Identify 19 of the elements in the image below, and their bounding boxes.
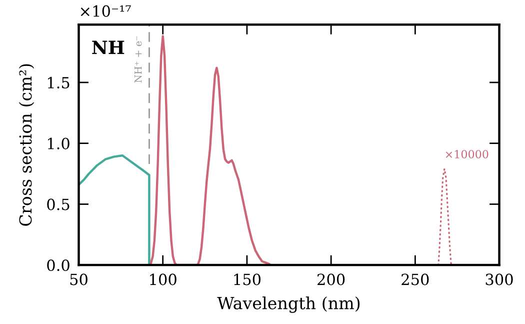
y-tick-label: 1.0 bbox=[48, 138, 70, 150]
x-tick-label: 250 bbox=[402, 274, 429, 286]
line-series bbox=[78, 154, 150, 266]
series-label: ×10000 bbox=[446, 150, 488, 158]
text: ×10⁻¹⁷ bbox=[80, 5, 131, 17]
x-tick-label: 150 bbox=[234, 274, 261, 286]
x-tick-label: 50 bbox=[70, 274, 88, 286]
ref-line-label: NH⁺ + e⁻ bbox=[134, 36, 142, 83]
y-axis-title: Cross section (cm²) bbox=[18, 64, 34, 226]
x-axis-title: Wavelength (nm) bbox=[217, 296, 360, 313]
x-tick-label: 200 bbox=[318, 274, 345, 286]
x-tick-label: 100 bbox=[150, 274, 176, 286]
line-series bbox=[149, 35, 272, 266]
line-series bbox=[438, 168, 452, 266]
y-tick-label: 0.5 bbox=[47, 198, 70, 210]
text: NH bbox=[92, 40, 124, 54]
y-tick-label: 1.5 bbox=[48, 76, 70, 88]
x-tick-label: 300 bbox=[486, 274, 513, 286]
y-tick-label: 0.0 bbox=[47, 259, 70, 272]
